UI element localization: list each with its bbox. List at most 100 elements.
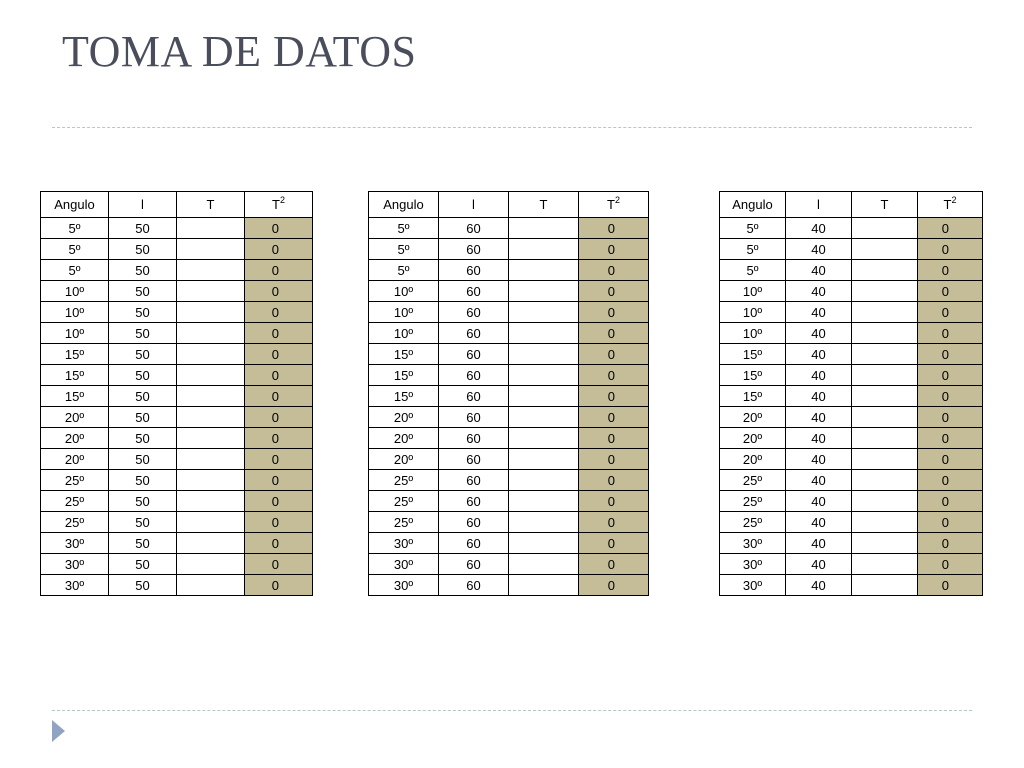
table-row: 10º 40 0 (719, 280, 983, 302)
t-cell (176, 343, 245, 365)
angulo-cell: 20º (40, 427, 109, 449)
table-row: 10º 50 0 (40, 280, 313, 302)
table-row: 30º 60 0 (368, 574, 649, 596)
table-row: 25º 50 0 (40, 469, 313, 491)
header-l: l (785, 191, 852, 218)
table-row: 20º 50 0 (40, 448, 313, 470)
l-cell: 50 (108, 469, 177, 491)
l-cell: 50 (108, 301, 177, 323)
angulo-cell: 30º (40, 574, 109, 596)
t-cell (176, 574, 245, 596)
angulo-cell: 10º (40, 301, 109, 323)
l-cell: 40 (785, 322, 852, 344)
data-table-2: Angulo l T T2 5º 60 0 5º 60 0 5º 60 0 10º 60 0 10º 60 0 10º… (368, 191, 649, 596)
l-cell: 60 (438, 238, 509, 260)
l-cell: 60 (438, 511, 509, 533)
l-cell: 40 (785, 364, 852, 386)
l-cell: 40 (785, 301, 852, 323)
t-squared-cell: 0 (578, 511, 649, 533)
t-squared-cell: 0 (917, 259, 983, 281)
l-cell: 50 (108, 322, 177, 344)
t-cell (508, 322, 579, 344)
table-row: 20º 50 0 (40, 427, 313, 449)
table-row: 10º 40 0 (719, 322, 983, 344)
l-cell: 50 (108, 427, 177, 449)
t-squared-cell: 0 (917, 238, 983, 260)
t-squared-cell: 0 (244, 217, 313, 239)
t-cell (176, 364, 245, 386)
angulo-cell: 30º (368, 574, 439, 596)
t-cell (851, 238, 918, 260)
angulo-cell: 25º (368, 490, 439, 512)
l-cell: 40 (785, 343, 852, 365)
table-row: 5º 60 0 (368, 238, 649, 260)
t-squared-cell: 0 (578, 427, 649, 449)
t-squared-cell: 0 (578, 238, 649, 260)
table-row: 20º 40 0 (719, 427, 983, 449)
table-row: 15º 60 0 (368, 385, 649, 407)
header-t2-base: T (272, 197, 280, 212)
t-cell (851, 280, 918, 302)
triangle-bullet-icon (52, 720, 65, 742)
header-t2-exponent: 2 (279, 195, 285, 205)
t-cell (851, 322, 918, 344)
t-squared-cell: 0 (917, 574, 983, 596)
table-row: 15º 40 0 (719, 364, 983, 386)
t-cell (176, 490, 245, 512)
angulo-cell: 25º (719, 469, 786, 491)
l-cell: 40 (785, 280, 852, 302)
l-cell: 40 (785, 217, 852, 239)
angulo-cell: 30º (368, 532, 439, 554)
t-squared-cell: 0 (244, 490, 313, 512)
table-row: 25º 60 0 (368, 469, 649, 491)
data-table-3: Angulo l T T2 5º 40 0 5º 40 0 5º 40 0 10º 40 0 10º 40 0 10º… (719, 191, 983, 596)
l-cell: 40 (785, 385, 852, 407)
t-cell (508, 553, 579, 575)
angulo-cell: 15º (40, 343, 109, 365)
l-cell: 60 (438, 280, 509, 302)
l-cell: 60 (438, 406, 509, 428)
t-cell (508, 490, 579, 512)
t-cell (508, 574, 579, 596)
table-row: 10º 60 0 (368, 280, 649, 302)
t-squared-cell: 0 (917, 427, 983, 449)
table-row: 25º 60 0 (368, 511, 649, 533)
t-squared-cell: 0 (917, 385, 983, 407)
table-row: 20º 40 0 (719, 448, 983, 470)
t-cell (176, 427, 245, 449)
t-squared-cell: 0 (244, 280, 313, 302)
table-row: 25º 40 0 (719, 490, 983, 512)
t-squared-cell: 0 (578, 280, 649, 302)
angulo-cell: 20º (719, 406, 786, 428)
t-squared-cell: 0 (578, 343, 649, 365)
l-cell: 60 (438, 385, 509, 407)
angulo-cell: 25º (40, 511, 109, 533)
t-squared-cell: 0 (578, 259, 649, 281)
t-cell (176, 385, 245, 407)
table-row: 20º 60 0 (368, 406, 649, 428)
l-cell: 50 (108, 259, 177, 281)
angulo-cell: 10º (368, 301, 439, 323)
angulo-cell: 5º (368, 259, 439, 281)
angulo-cell: 20º (40, 406, 109, 428)
angulo-cell: 25º (368, 469, 439, 491)
angulo-cell: 5º (719, 217, 786, 239)
header-row: Angulo l T T2 (40, 191, 313, 218)
table-row: 15º 40 0 (719, 343, 983, 365)
angulo-cell: 5º (40, 217, 109, 239)
t-cell (176, 469, 245, 491)
angulo-cell: 20º (719, 448, 786, 470)
t-cell (851, 490, 918, 512)
table-row: 5º 40 0 (719, 238, 983, 260)
t-squared-cell: 0 (244, 427, 313, 449)
table-row: 30º 60 0 (368, 532, 649, 554)
t-cell (508, 406, 579, 428)
table-row: 30º 50 0 (40, 553, 313, 575)
l-cell: 50 (108, 490, 177, 512)
table-row: 10º 50 0 (40, 322, 313, 344)
header-l: l (438, 191, 509, 218)
slide-title: TOMA DE DATOS (62, 27, 417, 76)
t-squared-cell: 0 (244, 406, 313, 428)
l-cell: 60 (438, 364, 509, 386)
l-cell: 40 (785, 238, 852, 260)
